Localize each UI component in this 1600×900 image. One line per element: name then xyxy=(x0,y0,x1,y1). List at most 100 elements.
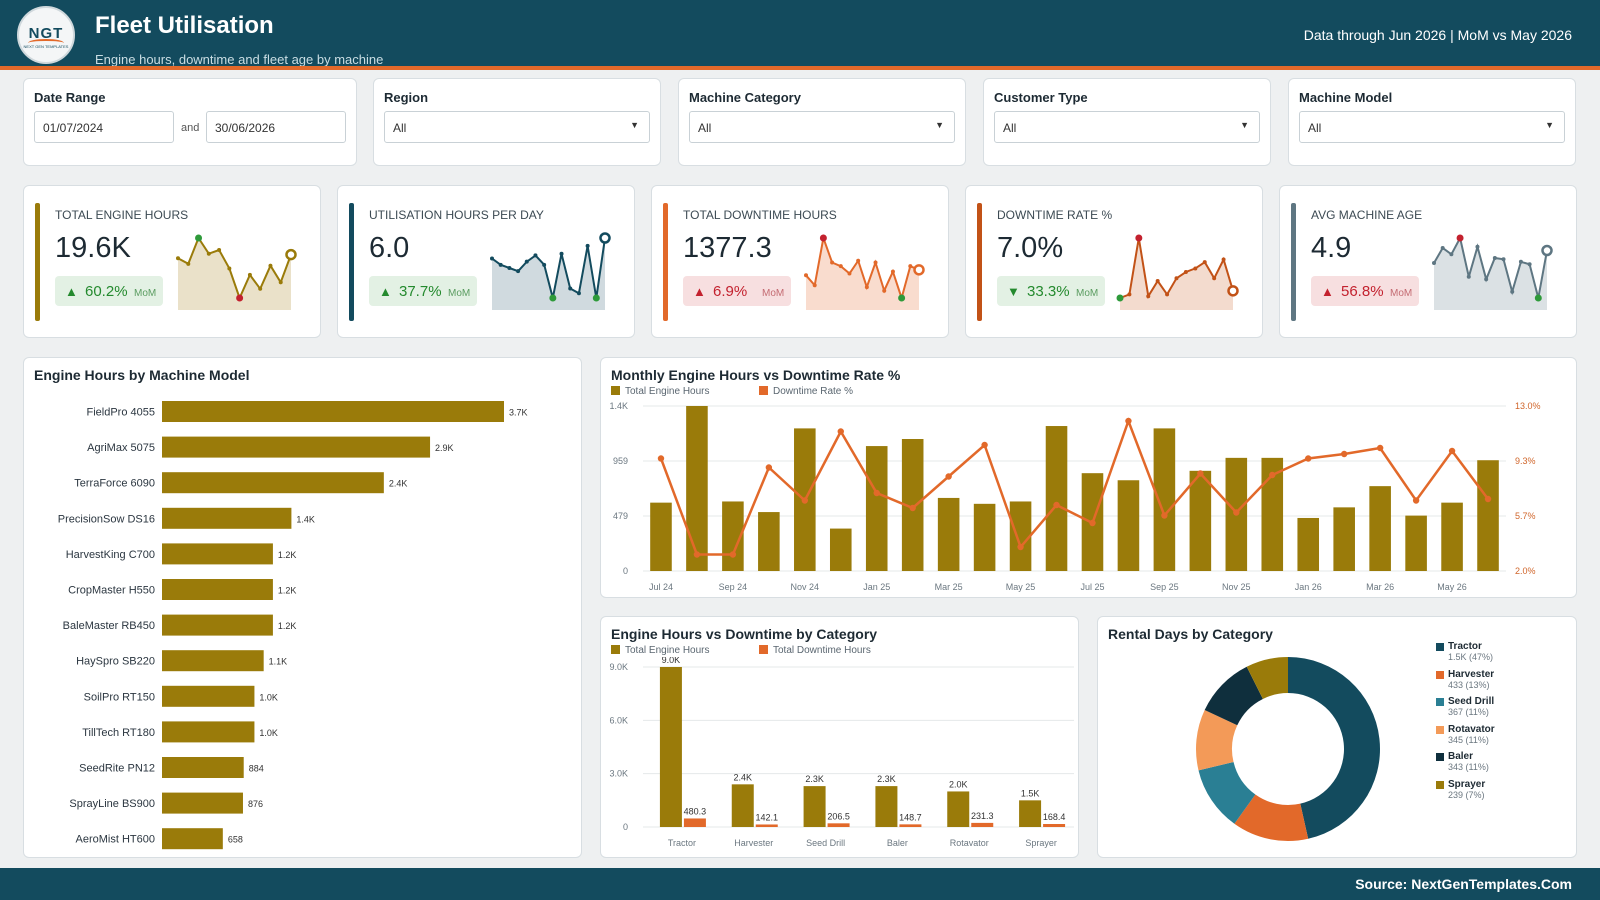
bar-data-label: 884 xyxy=(249,764,264,774)
kpi-accent-bar xyxy=(977,203,982,321)
sparkline-point xyxy=(217,248,222,252)
region-select[interactable]: All ▼ xyxy=(384,111,650,143)
line-point xyxy=(1484,495,1492,503)
bar xyxy=(162,472,384,494)
kpi-label: UTILISATION HOURS PER DAY xyxy=(369,208,544,222)
bar-category-label: BaleMaster RB450 xyxy=(63,620,155,632)
machine-category-select-value: All xyxy=(698,121,712,135)
company-logo: NGT NEXT GEN TEMPLATES xyxy=(17,6,75,64)
kpi-accent-bar xyxy=(663,203,668,321)
sparkline-point xyxy=(268,263,273,268)
sparkline-min-point xyxy=(236,294,244,302)
sparkline-point xyxy=(516,269,521,274)
line-point xyxy=(1125,417,1132,425)
bar-category-label: HarvestKing C700 xyxy=(66,549,155,561)
sparkline-max-point xyxy=(1135,234,1143,242)
bar-category-label: SprayLine BS900 xyxy=(69,798,155,810)
legend-value: 239 (7%) xyxy=(1448,789,1485,800)
monthly-combo-chart: 0 2.0% 479 5.7% 959 9.3% 1.4K 13.0% Jul 24 Sep 24… xyxy=(609,401,1541,592)
sparkline-max-point xyxy=(819,234,827,242)
y-right-tick: 5.7% xyxy=(1515,511,1536,521)
line-point xyxy=(1340,450,1348,458)
kpi-change-period: MoM xyxy=(762,288,785,299)
bar xyxy=(1441,502,1463,571)
kpi-change-period: MoM xyxy=(1076,288,1099,299)
y-left-tick: 1.4K xyxy=(609,401,628,411)
kpi-change-value: 60.2% xyxy=(85,283,128,300)
kpi-accent-bar xyxy=(349,203,354,321)
x-tick: Jan 25 xyxy=(863,582,890,592)
bar xyxy=(1117,480,1140,571)
kpi-change-badge: ▲ 37.7% MoM xyxy=(369,276,477,306)
line-point xyxy=(873,489,880,497)
kpi-sparkline xyxy=(1432,234,1553,310)
bar xyxy=(162,507,292,529)
bar xyxy=(827,823,850,827)
kpi-label: TOTAL ENGINE HOURS xyxy=(55,208,189,222)
bar-data-label: 2.4K xyxy=(389,479,408,489)
date-start-input[interactable]: 01/07/2024 xyxy=(34,111,174,143)
customer-type-select[interactable]: All ▼ xyxy=(994,111,1260,143)
bar xyxy=(899,824,922,827)
bar xyxy=(1045,426,1068,571)
triangle-down-icon: ▼ xyxy=(1007,284,1020,299)
x-tick: Nov 25 xyxy=(1222,582,1251,592)
date-end-input[interactable]: 30/06/2026 xyxy=(206,111,346,143)
bar-data-label: 142.1 xyxy=(755,812,778,822)
sparkline-point xyxy=(1146,294,1151,299)
bar-category-label: PrecisionSow DS16 xyxy=(58,513,155,525)
sparkline-point xyxy=(247,272,252,277)
donut-slice xyxy=(1246,657,1288,699)
donut-slice xyxy=(1196,710,1238,771)
legend-swatch xyxy=(611,645,620,654)
page-title: Fleet Utilisation xyxy=(95,12,274,39)
legend-item-engine-hours: Total Engine Hours xyxy=(611,645,710,656)
sparkline-point xyxy=(559,251,564,256)
legend-label: Total Engine Hours xyxy=(625,386,710,397)
bar xyxy=(1153,428,1176,571)
legend-swatch xyxy=(759,645,768,654)
sparkline-last-point xyxy=(1227,285,1239,297)
bar-data-label: 1.4K xyxy=(296,514,315,524)
machine-model-select[interactable]: All ▼ xyxy=(1299,111,1565,143)
filter-region: Region All ▼ xyxy=(373,78,661,166)
panel-rental-days-by-category: Rental Days by Category Tractor 1.5K (47%… xyxy=(1097,616,1577,858)
sparkline-point xyxy=(1127,292,1132,297)
line-point xyxy=(1089,519,1096,527)
bar-category-label: SeedRite PN12 xyxy=(79,763,155,775)
x-tick: Baler xyxy=(887,838,908,848)
legend-value: 345 (11%) xyxy=(1448,734,1489,745)
customer-type-select-value: All xyxy=(1003,121,1017,135)
sparkline-point xyxy=(1449,252,1454,257)
bar-data-label: 168.4 xyxy=(1043,812,1066,822)
filter-date-range: Date Range 01/07/2024 and 30/06/2026 xyxy=(23,78,357,166)
legend-label: Downtime Rate % xyxy=(773,386,854,397)
kpi-sparkline xyxy=(176,234,297,310)
sparkline-point xyxy=(908,264,913,269)
sparkline-point xyxy=(1221,257,1226,262)
machine-model-select-value: All xyxy=(1308,121,1322,135)
line-point xyxy=(837,428,844,435)
machine-category-select[interactable]: All ▼ xyxy=(689,111,955,143)
bar xyxy=(865,446,888,571)
logo-swoosh-icon xyxy=(28,39,64,47)
kpi-label: DOWNTIME RATE % xyxy=(997,208,1113,222)
legend-swatch xyxy=(1436,725,1444,734)
triangle-up-icon: ▲ xyxy=(693,284,706,299)
kpi-change-value: 6.9% xyxy=(713,283,748,300)
panel-engine-hours-by-model: Engine Hours by Machine Model FieldPro 4… xyxy=(23,357,582,858)
y-right-tick: 13.0% xyxy=(1515,401,1541,411)
x-tick: Jan 26 xyxy=(1295,582,1322,592)
bar-data-label: 1.5K xyxy=(1021,788,1040,798)
sparkline-point xyxy=(542,262,547,267)
y-tick: 3.0K xyxy=(609,769,628,779)
sparkline-point xyxy=(1510,289,1515,294)
legend-swatch xyxy=(1436,670,1444,679)
line-point xyxy=(729,551,737,558)
bar-data-label: 2.3K xyxy=(805,774,824,784)
kpi-value: 19.6K xyxy=(55,232,131,264)
kpi-change-value: 56.8% xyxy=(1341,283,1384,300)
y-tick: 6.0K xyxy=(609,715,628,725)
sparkline-last-point xyxy=(913,264,925,276)
kpi-change-badge: ▲ 6.9% MoM xyxy=(683,276,791,306)
